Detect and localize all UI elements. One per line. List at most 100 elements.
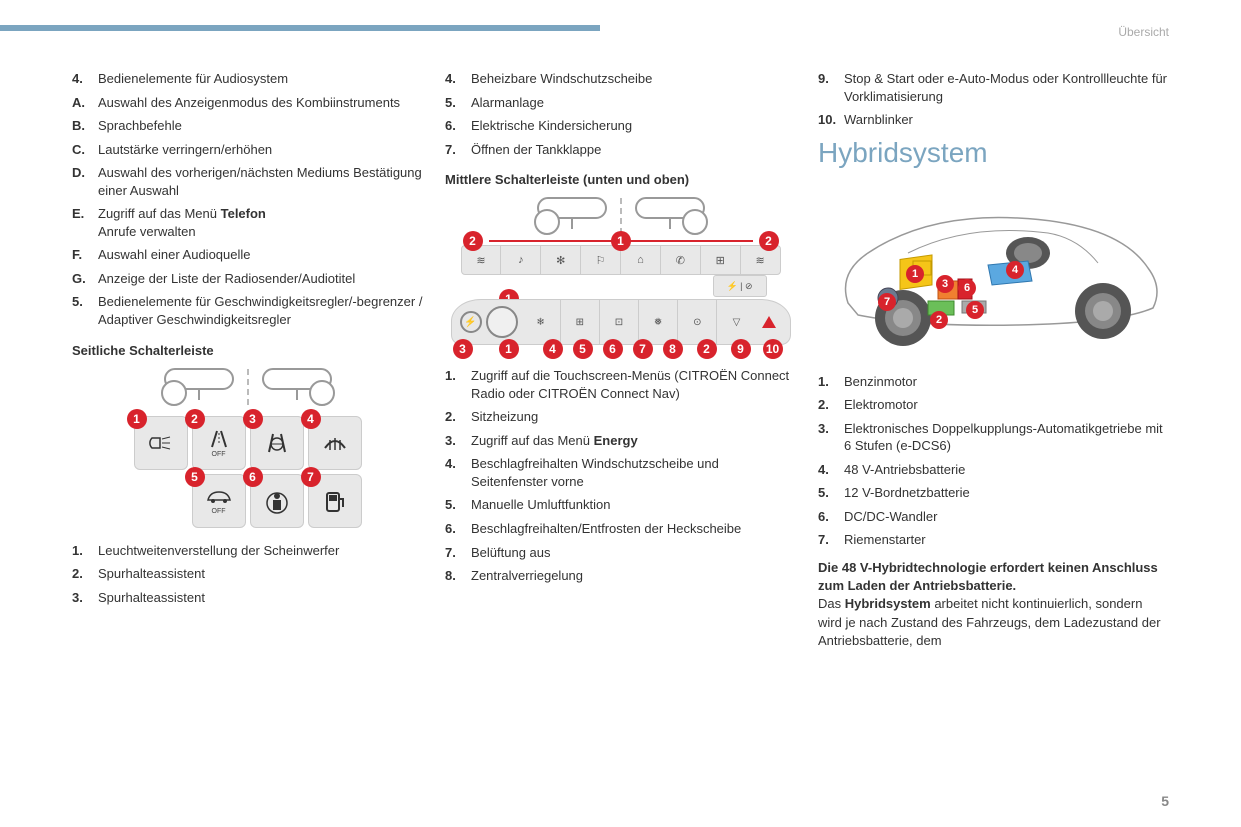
list-item-number: 1. <box>445 367 471 402</box>
list-item-number: C. <box>72 141 98 159</box>
list-item: D.Auswahl des vorherigen/nächsten Medium… <box>72 164 423 199</box>
list-item-number: F. <box>72 246 98 264</box>
number-badge: 7 <box>633 339 653 359</box>
list-item: 4.Bedienelemente für Audiosystem <box>72 70 423 88</box>
list-item-number: 6. <box>445 520 471 538</box>
side-button-car-off: OFF5 <box>192 474 246 528</box>
list-item: 3.Spurhalteassistent <box>72 589 423 607</box>
number-badge: 6 <box>603 339 623 359</box>
list-item-text: Auswahl einer Audioquelle <box>98 246 423 264</box>
list-item: 3.Zugriff auf das Menü Energy <box>445 432 796 450</box>
list-item: 10.Warnblinker <box>818 111 1169 129</box>
list-item-text: Spurhalteassistent <box>98 565 423 583</box>
steering-wheel-left-icon <box>532 197 612 235</box>
list-item-number: 5. <box>445 94 471 112</box>
list-item-text: Beschlagfreihalten Windschutzscheibe und… <box>471 455 796 490</box>
steering-wheel-row <box>159 368 337 406</box>
list-item-text: Auswahl des vorherigen/nächsten Mediums … <box>98 164 423 199</box>
col3-list2: 1.Benzinmotor2.Elektromotor3.Elektronisc… <box>818 373 1169 549</box>
page-number: 5 <box>1161 793 1169 809</box>
list-item-text: Bedienelemente für Geschwindigkeitsregle… <box>98 293 423 328</box>
steering-wheel-left-icon <box>159 368 239 406</box>
list-item-number: E. <box>72 205 98 240</box>
list-item-text: Benzinmotor <box>844 373 1169 391</box>
side-button-lane-wheel: 3 <box>250 416 304 470</box>
list-item-text: Zentralverriegelung <box>471 567 796 585</box>
list-item: 7.Riemenstarter <box>818 531 1169 549</box>
list-item-number: 5. <box>72 293 98 328</box>
list-item-text: Beschlagfreihalten/Entfrosten der Hecksc… <box>471 520 796 538</box>
column-2: 4.Beheizbare Windschutzscheibe 5.Alarmanl… <box>445 70 796 650</box>
list-item: C.Lautstärke verringern/erhöhen <box>72 141 423 159</box>
list-item-number: 10. <box>818 111 844 129</box>
number-badge: 4 <box>301 409 321 429</box>
list-item-text: Spurhalteassistent <box>98 589 423 607</box>
list-item-text: Sitzheizung <box>471 408 796 426</box>
hazard-triangle-icon <box>756 316 782 328</box>
lower-bar-cell-icon: ❅ <box>639 300 678 344</box>
list-item-text: Anzeige der Liste der Radiosender/Audiot… <box>98 270 423 288</box>
list-item: 6.DC/DC-Wandler <box>818 508 1169 526</box>
list-item-text: 12 V-Bordnetzbatterie <box>844 484 1169 502</box>
steering-wheel-row-2 <box>532 197 710 235</box>
upper-bar-cell-icon: ✻ <box>541 246 581 274</box>
number-badge: 1 <box>906 265 924 283</box>
list-item-number: G. <box>72 270 98 288</box>
list-item-number: 1. <box>818 373 844 391</box>
col3-paragraph: Die 48 V-Hybridtechnologie erfordert kei… <box>818 559 1169 650</box>
list-item-text: Zugriff auf das Menü Energy <box>471 432 796 450</box>
upper-bar-cell-icon: ♪ <box>501 246 541 274</box>
list-item: E.Zugriff auf das Menü TelefonAnrufe ver… <box>72 205 423 240</box>
list-item-number: 4. <box>72 70 98 88</box>
list-item: 4.Beheizbare Windschutzscheibe <box>445 70 796 88</box>
list-item-text: Belüftung aus <box>471 544 796 562</box>
number-badge: 3 <box>936 275 954 293</box>
list-item-number: 7. <box>818 531 844 549</box>
list-item-text: Manuelle Umluftfunktion <box>471 496 796 514</box>
number-badge: 7 <box>878 293 896 311</box>
list-item-text: Elektromotor <box>844 396 1169 414</box>
list-item: A.Auswahl des Anzeigenmodus des Kombiins… <box>72 94 423 112</box>
number-badge: 9 <box>731 339 751 359</box>
list-item-number: 1. <box>72 542 98 560</box>
list-item-text: Elektronisches Doppelkupplungs-Automatik… <box>844 420 1169 455</box>
list-item-number: B. <box>72 117 98 135</box>
list-item: 9.Stop & Start oder e-Auto-Modus oder Ko… <box>818 70 1169 105</box>
list-item-text: Zugriff auf das Menü TelefonAnrufe verwa… <box>98 205 423 240</box>
number-badge: 8 <box>663 339 683 359</box>
lower-bar-cell-icon: ▽ <box>717 300 755 344</box>
col2-subheading: Mittlere Schalterleiste (unten und oben) <box>445 172 796 187</box>
col2-list2: 1.Zugriff auf die Touchscreen-Menüs (CIT… <box>445 367 796 584</box>
list-item-number: 7. <box>445 141 471 159</box>
list-item: 1.Benzinmotor <box>818 373 1169 391</box>
lower-bar-cell-icon: ⊡ <box>600 300 639 344</box>
list-item: F.Auswahl einer Audioquelle <box>72 246 423 264</box>
list-item-number: 2. <box>445 408 471 426</box>
number-badge: 4 <box>1006 261 1024 279</box>
list-item: 6.Beschlagfreihalten/Entfrosten der Heck… <box>445 520 796 538</box>
number-badge: 4 <box>543 339 563 359</box>
list-item: 5.Alarmanlage <box>445 94 796 112</box>
list-item-text: Öffnen der Tankklappe <box>471 141 796 159</box>
list-item-text: Leuchtweitenverstellung der Scheinwerfer <box>98 542 423 560</box>
list-item-number: 5. <box>445 496 471 514</box>
number-badge: 3 <box>453 339 473 359</box>
list-item-text: Stop & Start oder e-Auto-Modus oder Kont… <box>844 70 1169 105</box>
badge-1-center: 1 <box>611 231 631 251</box>
lower-bar-cell-icon: ❄ <box>522 300 561 344</box>
aux-indicator-icon: ⚡ | ⊘ <box>713 275 767 297</box>
col2-list1: 4.Beheizbare Windschutzscheibe 5.Alarmanl… <box>445 70 796 158</box>
content-columns: 4.Bedienelemente für Audiosystem A.Auswah… <box>0 0 1241 650</box>
col1-list1: 4.Bedienelemente für Audiosystem A.Auswah… <box>72 70 423 329</box>
list-item: 4.48 V-Antriebsbatterie <box>818 461 1169 479</box>
list-item-number: 6. <box>818 508 844 526</box>
list-item-number: 4. <box>445 455 471 490</box>
list-item-number: 7. <box>445 544 471 562</box>
number-badge: 5 <box>966 301 984 319</box>
divider-icon <box>620 198 622 234</box>
divider-icon <box>247 369 249 405</box>
lower-bar-cell-icon: ⊙ <box>678 300 717 344</box>
number-badge: 1 <box>499 339 519 359</box>
list-item-text: Riemenstarter <box>844 531 1169 549</box>
list-item: 6.Elektrische Kindersicherung <box>445 117 796 135</box>
